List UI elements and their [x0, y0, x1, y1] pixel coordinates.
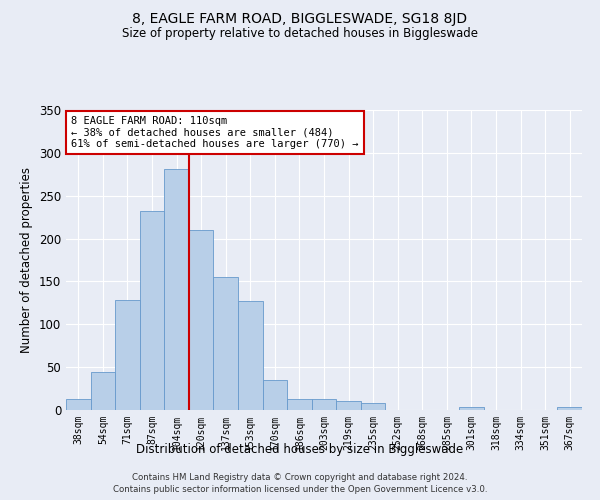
Bar	[263, 380, 287, 410]
Bar	[287, 399, 312, 410]
Bar	[115, 300, 140, 410]
Bar	[164, 169, 189, 410]
Bar	[557, 408, 582, 410]
Text: 8, EAGLE FARM ROAD, BIGGLESWADE, SG18 8JD: 8, EAGLE FARM ROAD, BIGGLESWADE, SG18 8J…	[133, 12, 467, 26]
Bar	[336, 402, 361, 410]
Bar	[361, 403, 385, 410]
Text: Contains HM Land Registry data © Crown copyright and database right 2024.: Contains HM Land Registry data © Crown c…	[132, 472, 468, 482]
Bar	[238, 301, 263, 410]
Text: Size of property relative to detached houses in Biggleswade: Size of property relative to detached ho…	[122, 28, 478, 40]
Bar	[91, 372, 115, 410]
Text: Distribution of detached houses by size in Biggleswade: Distribution of detached houses by size …	[136, 442, 464, 456]
Y-axis label: Number of detached properties: Number of detached properties	[20, 167, 34, 353]
Bar	[66, 399, 91, 410]
Bar	[214, 277, 238, 410]
Bar	[312, 399, 336, 410]
Bar	[140, 211, 164, 410]
Text: 8 EAGLE FARM ROAD: 110sqm
← 38% of detached houses are smaller (484)
61% of semi: 8 EAGLE FARM ROAD: 110sqm ← 38% of detac…	[71, 116, 359, 149]
Text: Contains public sector information licensed under the Open Government Licence v3: Contains public sector information licen…	[113, 485, 487, 494]
Bar	[189, 230, 214, 410]
Bar	[459, 408, 484, 410]
